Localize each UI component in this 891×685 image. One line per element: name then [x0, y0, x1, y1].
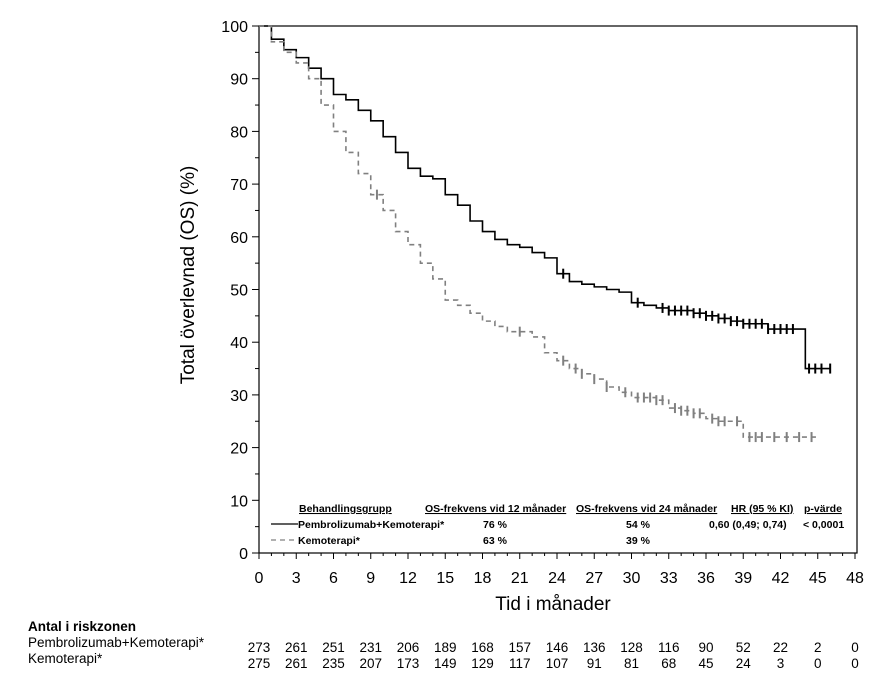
risk-value: 173: [396, 656, 420, 671]
risk-value: 24: [735, 656, 751, 671]
risk-value: 275: [247, 656, 271, 671]
y-tick-label: 100: [221, 19, 248, 36]
risk-value: 189: [433, 640, 457, 655]
x-tick-label: 33: [660, 570, 678, 587]
risk-value: 22: [772, 640, 789, 655]
x-tick-label: 48: [846, 570, 864, 587]
x-tick-label: 39: [734, 570, 752, 587]
legend-row-kemo-os12: 63 %: [483, 535, 508, 547]
legend-header-os24: OS-frekvens vid 24 månader: [576, 503, 717, 515]
x-tick-label: 21: [511, 570, 529, 587]
legend-row-kemo-group: Kemoterapi*: [298, 535, 361, 547]
risk-value: 273: [247, 640, 271, 655]
legend-row-pembro-p: < 0,0001: [803, 519, 844, 531]
risk-value: 45: [698, 656, 714, 671]
risk-value: 81: [623, 656, 640, 671]
risk-value: 206: [396, 640, 420, 655]
risk-value: 129: [471, 656, 494, 671]
legend-row-pembro-os12: 76 %: [483, 519, 508, 531]
risk-value: 107: [545, 656, 569, 671]
legend-row-pembro-hr: 0,60 (0,49; 0,74): [709, 519, 787, 531]
risk-row-kemo-name: Kemoterapi*: [28, 651, 103, 666]
x-tick-label: 6: [329, 570, 338, 587]
risk-value: 91: [586, 656, 602, 671]
legend-row-pembro-os24: 54 %: [626, 519, 651, 531]
risk-value: 136: [582, 640, 606, 655]
x-tick-label: 3: [292, 570, 301, 587]
x-tick-label: 0: [255, 570, 264, 587]
plot-border: [258, 25, 858, 554]
risk-row-pembro-name: Pembrolizumab+Kemoterapi*: [28, 635, 204, 650]
x-tick-label: 9: [366, 570, 375, 587]
risk-value: 149: [433, 656, 457, 671]
x-tick-label: 30: [623, 570, 641, 587]
y-axis: 0 10 20 30 40 50 60 70 80 90 100: [221, 19, 259, 563]
x-tick-label: 15: [436, 570, 454, 587]
risk-value: 251: [322, 640, 345, 655]
legend-header-group: Behandlingsgrupp: [299, 503, 392, 515]
y-axis-title: Total överlevnad (OS) (%): [178, 166, 199, 385]
risk-value: 0: [813, 656, 822, 671]
risk-value: 235: [322, 656, 345, 671]
risk-value: 116: [657, 640, 680, 655]
y-tick-label: 90: [230, 72, 248, 89]
risk-value: 90: [698, 640, 714, 655]
risk-value: 231: [359, 640, 383, 655]
x-tick-label: 24: [548, 570, 566, 587]
risk-value: 146: [545, 640, 569, 655]
x-tick-label: 27: [585, 570, 603, 587]
risk-value: 168: [471, 640, 494, 655]
risk-value: 261: [284, 640, 308, 655]
plot-frame: [258, 25, 858, 554]
risk-table-title: Antal i riskzonen: [28, 619, 137, 634]
legend-header-hr: HR (95 % KI): [731, 503, 793, 515]
legend-row-pembro-group: Pembrolizumab+Kemoterapi*: [298, 519, 445, 531]
risk-value: 0: [851, 640, 859, 655]
risk-value: 2: [813, 640, 822, 655]
x-tick-label: 36: [697, 570, 715, 587]
risk-value: 52: [735, 640, 751, 655]
risk-value: 3: [776, 656, 785, 671]
y-tick-label: 80: [230, 124, 248, 141]
y-tick-label: 40: [230, 335, 248, 352]
y-tick-label: 30: [230, 388, 248, 405]
x-axis: 0 3 6 9 12 15 18 21 24 27 30 33 36 39 42 45 48: [255, 553, 864, 587]
risk-value: 0: [851, 656, 859, 671]
curve-pembrolizumab-kemoterapi: [259, 25, 831, 370]
x-tick-label: 45: [809, 570, 827, 587]
y-tick-label: 50: [230, 283, 248, 300]
risk-value: 157: [508, 640, 532, 655]
legend-header-os12: OS-frekvens vid 12 månader: [425, 503, 566, 515]
x-axis-title: Tid i månader: [495, 594, 611, 615]
y-tick-label: 70: [230, 177, 248, 194]
y-tick-label: 10: [230, 493, 248, 510]
risk-value: 261: [284, 656, 308, 671]
y-tick-label: 0: [239, 546, 248, 563]
x-tick-label: 12: [399, 570, 417, 587]
risk-value: 117: [508, 656, 531, 671]
risk-value: 207: [359, 656, 383, 671]
x-tick-label: 42: [772, 570, 790, 587]
curve-kemoterapi: [259, 25, 818, 438]
legend: Behandlingsgrupp OS-frekvens vid 12 måna…: [271, 503, 844, 547]
risk-value: 68: [661, 656, 677, 671]
survival-curves: [259, 25, 832, 443]
risk-value: 128: [620, 640, 643, 655]
legend-header-p: p-värde: [804, 503, 842, 515]
legend-row-kemo-os24: 39 %: [626, 535, 651, 547]
y-tick-label: 20: [230, 441, 248, 458]
x-tick-label: 18: [474, 570, 492, 587]
y-tick-label: 60: [230, 230, 248, 247]
